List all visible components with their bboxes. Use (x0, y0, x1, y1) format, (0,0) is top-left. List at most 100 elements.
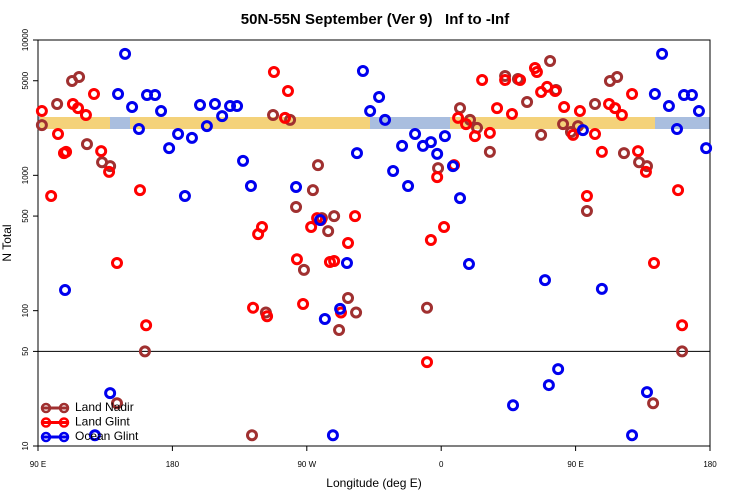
point (438, 130, 451, 143)
point (656, 47, 669, 60)
legend-label: Land Glint (75, 415, 130, 429)
point (119, 47, 132, 60)
point (245, 429, 258, 442)
map-strip (38, 117, 710, 129)
point (267, 109, 280, 122)
point (297, 298, 310, 311)
point (140, 319, 153, 332)
point (639, 165, 652, 178)
point (626, 429, 639, 442)
point (402, 180, 415, 193)
x-tick-label: 90 E (30, 460, 46, 469)
point (261, 310, 274, 323)
plot-frame (37, 39, 711, 447)
point (314, 213, 327, 226)
point (549, 84, 562, 97)
x-tick-label: 180 (703, 460, 717, 469)
y-tick-label: 10 (21, 441, 30, 450)
legend-label: Land Nadir (75, 400, 134, 414)
point (640, 160, 653, 173)
y-tick-label: 100 (21, 303, 30, 317)
point (45, 190, 58, 203)
point (178, 190, 191, 203)
point (281, 84, 294, 97)
point (79, 109, 92, 122)
y-tick-label: 10000 (21, 28, 30, 51)
legend-marker (58, 431, 70, 443)
y-tick-label: 1000 (21, 166, 30, 184)
x-tick-label: 0 (439, 460, 444, 469)
point (589, 98, 602, 111)
point (514, 74, 527, 87)
point (290, 180, 303, 193)
point (595, 145, 608, 158)
point (328, 254, 341, 267)
point (59, 284, 72, 297)
point (278, 111, 291, 124)
point (326, 429, 339, 442)
point (95, 145, 108, 158)
point (468, 130, 481, 143)
point (692, 105, 705, 118)
point (52, 128, 65, 141)
point (421, 356, 434, 369)
point (615, 109, 628, 122)
point (558, 100, 571, 113)
point (431, 171, 444, 184)
point (244, 180, 257, 193)
point (132, 122, 145, 135)
legend-label: Ocean Glint (75, 429, 139, 443)
point (290, 200, 303, 213)
point (595, 282, 608, 295)
point (505, 107, 518, 120)
point (305, 221, 318, 234)
y-tick-label: 5000 (21, 71, 30, 89)
point (112, 88, 125, 101)
point (333, 323, 346, 336)
x-axis-label: Longitude (deg E) (326, 476, 421, 490)
point (80, 138, 93, 151)
point (672, 184, 685, 197)
point (72, 102, 85, 115)
point (476, 74, 489, 87)
point (342, 292, 355, 305)
point (647, 397, 660, 410)
legend-marker (40, 402, 52, 414)
point (290, 253, 303, 266)
point (535, 128, 548, 141)
point (459, 118, 472, 131)
point (328, 210, 341, 223)
point (396, 139, 409, 152)
point (530, 66, 543, 79)
point (349, 210, 362, 223)
point (224, 100, 237, 113)
x-tick-label: 90 E (567, 460, 583, 469)
point (306, 184, 319, 197)
point (185, 131, 198, 144)
land-strip (130, 117, 370, 129)
point (557, 118, 570, 131)
point (267, 66, 280, 79)
point (350, 147, 363, 160)
point (452, 111, 465, 124)
point (356, 65, 369, 78)
point (237, 154, 250, 167)
point (342, 237, 355, 250)
point (256, 221, 268, 234)
point (576, 124, 589, 137)
point (216, 110, 229, 123)
point (421, 301, 434, 314)
point (670, 122, 683, 135)
point (104, 387, 117, 400)
point (424, 233, 437, 246)
point (208, 98, 221, 111)
series (35, 62, 689, 369)
legend-marker (40, 431, 52, 443)
point (409, 128, 422, 141)
point (499, 69, 512, 82)
point (60, 145, 73, 158)
point (149, 89, 162, 102)
point (340, 257, 353, 270)
point (567, 128, 580, 141)
